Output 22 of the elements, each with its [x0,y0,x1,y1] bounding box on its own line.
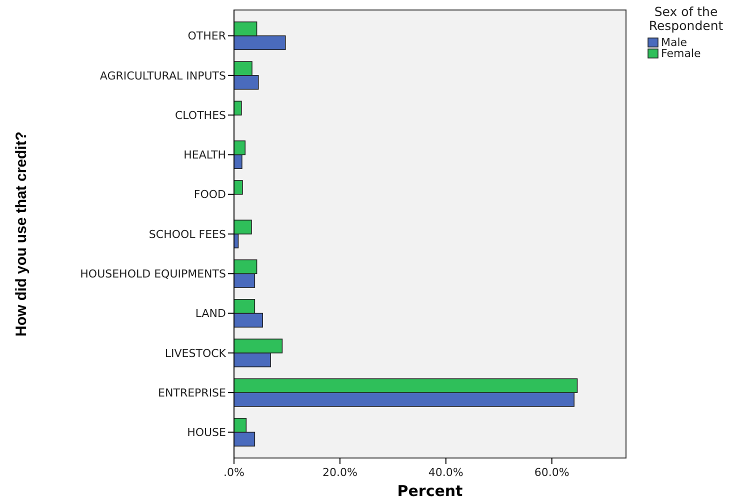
x-tick-label: 60.0% [534,466,570,479]
bar [234,180,243,195]
y-tick-label: ENTREPRISE [158,386,226,400]
bar [234,100,242,116]
y-tick-label: SCHOOL FEES [148,228,226,241]
x-tick-label: 40.0% [428,466,464,479]
y-tick-label: LAND [195,307,226,320]
legend-label: Female [661,47,702,60]
y-tick-label: FOOD [194,188,226,202]
x-axis-title: Percent [397,482,463,500]
y-tick-label: LIVESTOCK [164,346,227,360]
x-tick-label: .0% [224,466,244,479]
legend-label: Male [661,36,688,49]
y-tick-label: HOUSEHOLD EQUIPMENTS [80,267,226,280]
x-tick-label: 20.0% [322,466,358,479]
y-tick-label: OTHER [188,30,226,43]
y-axis-title: How did you use that credit? [13,131,30,337]
y-tick-label: CLOTHES [175,108,226,122]
y-tick-label: AGRICULTURAL INPUTS [100,69,226,82]
y-tick-label: HEALTH [184,148,226,162]
y-tick-label: HOUSE [187,426,226,440]
legend-title: Sex of the Respondent [648,4,724,33]
